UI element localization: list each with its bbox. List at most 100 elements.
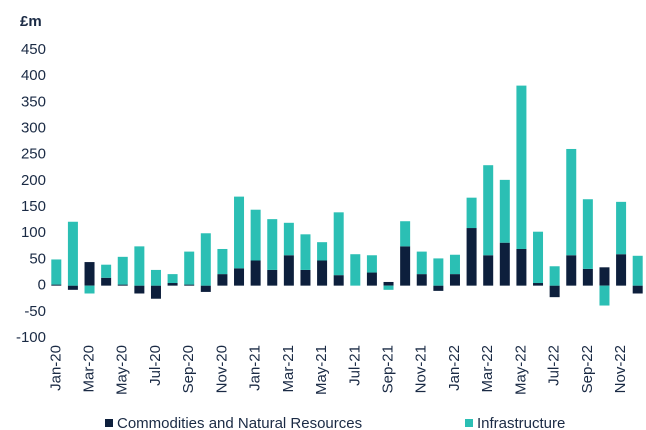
x-tick-label: Nov-22 <box>612 345 629 393</box>
bar <box>466 228 477 286</box>
y-tick-label: 150 <box>21 198 46 215</box>
bar <box>616 201 627 255</box>
bar <box>67 221 78 286</box>
bar <box>101 277 112 286</box>
bar <box>283 222 294 256</box>
bar <box>599 267 610 286</box>
x-tick-label: Nov-20 <box>213 345 230 393</box>
bar <box>217 274 228 286</box>
bar <box>632 255 643 286</box>
y-tick-label: 0 <box>38 277 46 294</box>
x-tick-label: Sep-21 <box>379 345 396 393</box>
x-tick-label: Mar-20 <box>80 345 97 393</box>
bar <box>333 212 344 276</box>
bar <box>400 221 411 247</box>
bar <box>234 268 245 286</box>
bar <box>150 269 161 286</box>
x-tick-label: Jan-20 <box>47 345 64 391</box>
bar <box>317 242 328 261</box>
bar <box>101 264 112 278</box>
x-tick-label: May-22 <box>512 345 529 395</box>
bar <box>516 85 527 249</box>
y-tick-label: -50 <box>24 303 46 320</box>
bar <box>200 285 211 292</box>
bar <box>616 254 627 286</box>
bar <box>582 199 593 269</box>
bar <box>516 248 527 286</box>
legend-swatch <box>465 419 473 427</box>
bar <box>250 209 261 261</box>
y-tick-label: 50 <box>29 250 46 267</box>
bar <box>267 269 278 286</box>
x-tick-label: May-20 <box>114 345 131 395</box>
y-tick-label: -100 <box>16 329 46 346</box>
bar <box>150 285 161 299</box>
bar <box>632 285 643 294</box>
legend-label: Infrastructure <box>477 415 565 430</box>
bar <box>217 248 228 275</box>
bar <box>117 256 128 285</box>
bar <box>134 285 145 294</box>
bar <box>483 255 494 286</box>
bar <box>366 255 377 273</box>
bar <box>350 254 361 286</box>
bar <box>366 272 377 286</box>
bar <box>300 269 311 286</box>
y-tick-label: 300 <box>21 120 46 137</box>
x-tick-label: Jan-21 <box>247 345 264 391</box>
y-tick-label: 400 <box>21 67 46 84</box>
bar <box>483 165 494 256</box>
x-tick-label: Mar-21 <box>280 345 297 393</box>
bar <box>599 285 610 306</box>
bar <box>317 260 328 286</box>
bar <box>184 284 195 286</box>
x-tick-label: Mar-22 <box>479 345 496 393</box>
bar <box>433 258 444 286</box>
bar <box>167 283 178 286</box>
bar <box>84 285 95 294</box>
bar <box>267 219 278 270</box>
bar <box>184 251 195 285</box>
x-tick-label: Jul-20 <box>147 345 164 386</box>
bar <box>466 197 477 229</box>
legend-swatch <box>105 419 113 427</box>
x-tick-label: May-21 <box>313 345 330 395</box>
bar <box>84 262 95 286</box>
bar <box>533 283 544 286</box>
y-tick-label: 200 <box>21 172 46 189</box>
bar <box>566 148 577 256</box>
bar <box>499 179 510 243</box>
bar <box>582 268 593 286</box>
bar <box>51 284 62 286</box>
bar <box>499 242 510 286</box>
bar <box>449 254 460 275</box>
bar <box>51 259 62 285</box>
y-tick-label: 350 <box>21 93 46 110</box>
y-axis-label: £m <box>20 13 42 30</box>
y-tick-label: 100 <box>21 224 46 241</box>
y-tick-label: 450 <box>21 41 46 58</box>
bar <box>416 274 427 286</box>
legend-label: Commodities and Natural Resources <box>117 415 362 430</box>
bar <box>134 246 145 286</box>
bar <box>566 255 577 286</box>
x-tick-label: Jul-21 <box>346 345 363 386</box>
bar <box>300 234 311 270</box>
bar <box>234 196 245 269</box>
x-tick-label: Jan-22 <box>446 345 463 391</box>
bar <box>283 255 294 286</box>
bar <box>416 251 427 275</box>
bar <box>383 285 394 290</box>
bar <box>333 275 344 286</box>
bar <box>433 285 444 291</box>
bar <box>117 284 128 286</box>
x-tick-label: Sep-22 <box>579 345 596 393</box>
bar <box>549 266 560 286</box>
x-tick-label: Sep-20 <box>180 345 197 393</box>
bar <box>200 233 211 286</box>
x-tick-label: Nov-21 <box>413 345 430 393</box>
bar <box>67 285 78 290</box>
bar <box>250 260 261 286</box>
bar <box>383 281 394 286</box>
